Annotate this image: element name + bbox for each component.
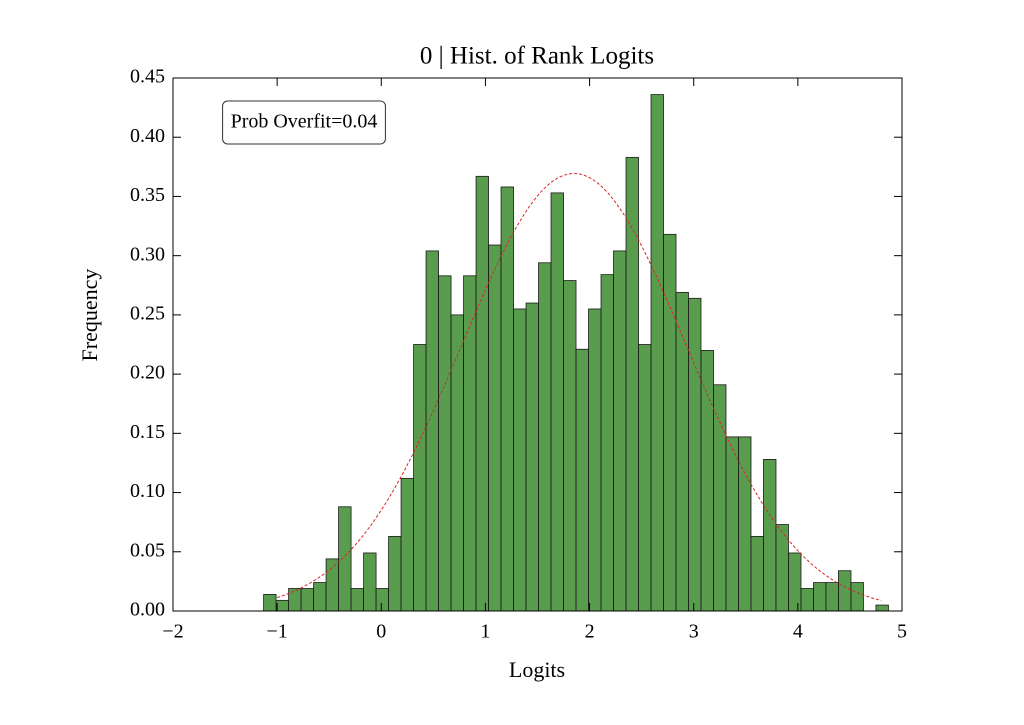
x-tick-label: 4 xyxy=(793,621,803,643)
fit-curve xyxy=(276,172,882,601)
bar xyxy=(775,524,789,612)
x-tick-label: −2 xyxy=(162,621,183,643)
bar xyxy=(650,94,664,612)
bar xyxy=(825,582,839,612)
bar xyxy=(550,192,564,612)
bar xyxy=(400,477,414,612)
bar xyxy=(275,599,289,612)
y-tick-label: 0.45 xyxy=(130,66,165,88)
x-tick-label: 3 xyxy=(689,621,699,643)
bar xyxy=(700,350,714,612)
bar xyxy=(613,250,627,612)
bar xyxy=(725,436,739,612)
bar xyxy=(388,535,402,612)
bar xyxy=(463,275,477,612)
bar xyxy=(350,588,364,612)
bar xyxy=(800,588,814,612)
bar xyxy=(263,594,277,612)
bar xyxy=(750,535,764,612)
bar xyxy=(538,262,552,612)
bar xyxy=(575,348,589,612)
bar xyxy=(738,436,752,612)
y-tick-label: 0.40 xyxy=(130,125,165,147)
bar xyxy=(763,458,777,612)
bar xyxy=(588,308,602,612)
y-tick-label: 0.25 xyxy=(130,302,165,324)
bar xyxy=(625,156,639,612)
bar xyxy=(675,291,689,612)
y-tick-label: 0.10 xyxy=(130,480,165,502)
annotation: Prob Overfit=0.04 xyxy=(231,111,378,133)
bar xyxy=(300,588,314,612)
bar xyxy=(525,302,539,612)
bar xyxy=(838,570,852,612)
bar xyxy=(713,384,727,612)
bar xyxy=(425,250,439,612)
x-tick-label: −1 xyxy=(267,621,288,643)
bar xyxy=(438,275,452,612)
bar xyxy=(688,297,702,612)
y-tick-label: 0.15 xyxy=(130,421,165,443)
x-tick-label: 2 xyxy=(585,621,595,643)
bar xyxy=(338,506,352,612)
bar xyxy=(788,552,802,612)
bar xyxy=(313,582,327,612)
annotation-box xyxy=(222,100,386,145)
x-tick-label: 5 xyxy=(897,621,907,643)
plot-frame xyxy=(172,77,903,612)
bar xyxy=(600,274,614,612)
bar xyxy=(475,175,489,612)
y-tick-label: 0.20 xyxy=(130,362,165,384)
bar xyxy=(288,588,302,612)
bar xyxy=(488,244,502,612)
bar xyxy=(450,314,464,612)
bar xyxy=(513,308,527,612)
bar xyxy=(375,588,389,612)
bar xyxy=(850,582,864,612)
bar xyxy=(875,604,889,612)
x-axis-label: Logits xyxy=(509,657,565,682)
y-tick-label: 0.00 xyxy=(130,599,165,621)
chart-title: 0 | Hist. of Rank Logits xyxy=(420,43,654,70)
bar xyxy=(663,233,677,612)
bar xyxy=(413,344,427,612)
y-tick-label: 0.05 xyxy=(130,539,165,561)
bar xyxy=(563,280,577,612)
bar xyxy=(363,552,377,612)
bar xyxy=(638,344,652,612)
y-tick-label: 0.35 xyxy=(130,184,165,206)
bar xyxy=(500,186,514,612)
y-tick-label: 0.30 xyxy=(130,243,165,265)
y-axis-label: Frequency xyxy=(77,269,102,362)
x-tick-label: 1 xyxy=(480,621,490,643)
bar xyxy=(325,558,339,612)
bar xyxy=(813,582,827,612)
x-tick-label: 0 xyxy=(376,621,386,643)
